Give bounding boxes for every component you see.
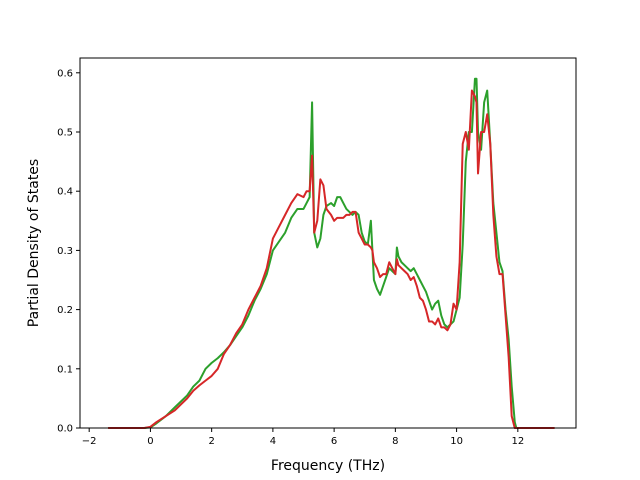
y-tick-label: 0.5	[57, 128, 73, 139]
y-axis-ticks: 0.0 0.1 0.2 0.3 0.4 0.5 0.6	[57, 68, 80, 435]
y-tick-label: 0.1	[57, 364, 73, 375]
x-tick-label: 6	[331, 436, 337, 447]
axes-frame	[79, 57, 577, 429]
y-axis-title: Partial Density of States	[26, 159, 42, 327]
x-axis-title: Frequency (THz)	[271, 458, 385, 474]
y-tick-label: 0.2	[57, 305, 73, 316]
x-tick-label: 10	[450, 436, 463, 447]
y-tick-label: 0.4	[57, 187, 73, 198]
x-axis-ticks: −2 0 2 4 6 8 10 12	[82, 428, 524, 447]
x-tick-label: 0	[147, 436, 153, 447]
y-tick-label: 0.0	[57, 424, 73, 435]
y-tick-label: 0.3	[57, 246, 73, 257]
x-tick-label: 8	[392, 436, 398, 447]
series-line-2	[108, 89, 555, 429]
x-tick-label: 12	[511, 436, 524, 447]
x-tick-label: 4	[270, 436, 276, 447]
y-tick-label: 0.6	[57, 68, 73, 79]
series-group	[108, 77, 555, 429]
x-tick-label: −2	[82, 436, 97, 447]
series-line-1	[108, 77, 555, 429]
x-tick-label: 2	[208, 436, 214, 447]
